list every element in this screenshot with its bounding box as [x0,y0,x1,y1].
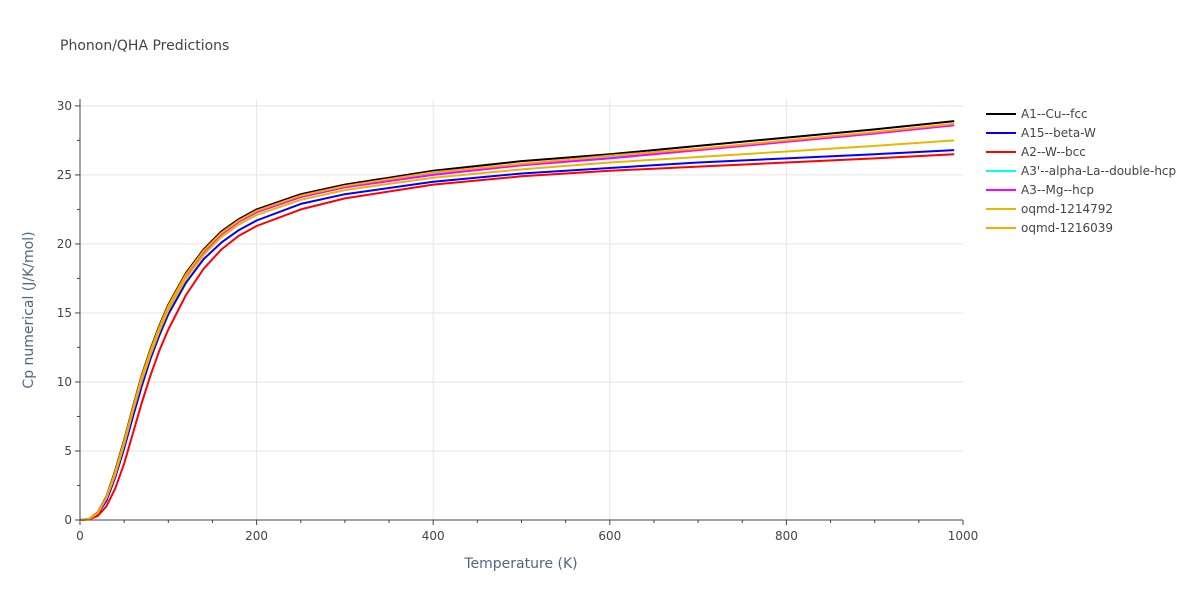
x-tick-label: 400 [422,529,445,543]
y-axis-title: Cp numerical (J/K/mol) [21,231,37,388]
series-line-2 [79,153,955,521]
x-axis-title: Temperature (K) [463,556,577,572]
legend-label: oqmd-1216039 [1021,221,1113,235]
legend-label: A2--W--bcc [1021,145,1086,159]
legend-item-6[interactable]: oqmd-1216039 [986,221,1113,235]
y-tick-label: 20 [57,237,72,251]
legend-item-3[interactable]: A3'--alpha-La--double-hcp [986,164,1176,178]
legend-label: A3--Mg--hcp [1021,183,1094,197]
y-tick-label: 5 [64,444,72,458]
x-tick-label: 600 [598,529,621,543]
x-tick-label: 0 [76,529,84,543]
y-tick-label: 0 [64,513,72,527]
legend-label: A3'--alpha-La--double-hcp [1021,164,1176,178]
series-layer [79,120,955,521]
legend-item-2[interactable]: A2--W--bcc [986,145,1086,159]
y-tick-label: 25 [57,168,72,182]
legend[interactable]: A1--Cu--fcc A15--beta-W A2--W--bcc A3'--alp… [986,107,1176,235]
axes: 0 200 400 600 800 1000 0 5 10 15 20 25 30 [57,99,979,543]
y-tick-label: 15 [57,306,72,320]
y-tick-label: 30 [57,99,72,113]
x-tick-label: 1000 [948,529,979,543]
x-tick-label: 800 [775,529,798,543]
series-line-6 [79,122,955,521]
legend-item-0[interactable]: A1--Cu--fcc [986,107,1088,121]
x-tick-label: 200 [245,529,268,543]
legend-label: A15--beta-W [1021,126,1096,140]
legend-item-4[interactable]: A3--Mg--hcp [986,183,1094,197]
legend-label: A1--Cu--fcc [1021,107,1088,121]
chart-title: Phonon/QHA Predictions [60,38,229,54]
y-tick-label: 10 [57,375,72,389]
legend-item-1[interactable]: A15--beta-W [986,126,1096,140]
legend-item-5[interactable]: oqmd-1214792 [986,202,1113,216]
legend-label: oqmd-1214792 [1021,202,1113,216]
